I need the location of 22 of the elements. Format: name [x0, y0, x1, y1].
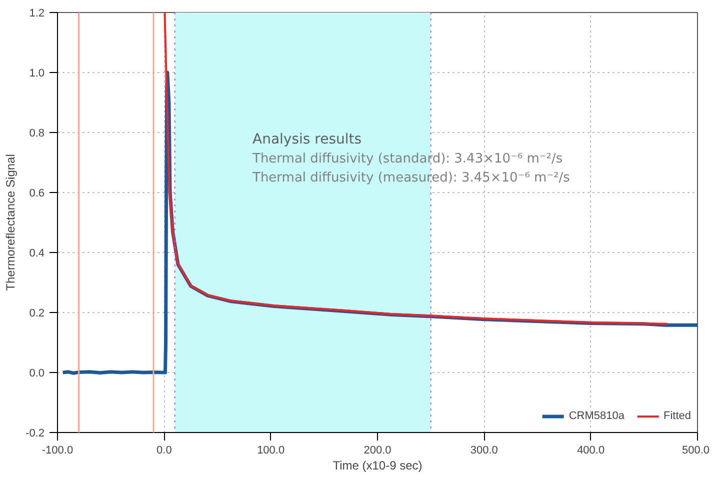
x-tick-label: 500.0	[682, 444, 710, 456]
legend-label: Fitted	[663, 410, 691, 422]
x-tick-label: 400.0	[577, 444, 605, 456]
y-tick-label: 0.4	[29, 248, 45, 260]
y-tick-label: 1.2	[29, 8, 45, 20]
x-axis-title: Time (x10-9 sec)	[332, 458, 422, 472]
y-tick-label: -0.2	[26, 428, 45, 440]
annotation: Thermal diffusivity (standard): 3.43×10⁻⁶ m⁻²/s	[252, 152, 563, 166]
legend-label: CRM5810a	[568, 410, 624, 422]
y-tick-label: 0.0	[29, 368, 45, 380]
x-tick-label: 300.0	[470, 444, 498, 456]
y-tick-label: 0.8	[29, 128, 45, 140]
annotation: Thermal diffusivity (measured): 3.45×10⁻⁶ m⁻²/s	[252, 170, 570, 186]
y-tick-label: 0.2	[29, 308, 45, 320]
x-tick-label: 0.0	[156, 444, 172, 456]
x-tick-label: 100.0	[257, 444, 285, 456]
y-tick-label: 0.6	[29, 188, 45, 200]
annotation: Analysis results	[252, 132, 362, 148]
y-axis-title: Thermoreflectance Signal	[4, 154, 18, 291]
y-tick-label: 1.0	[29, 68, 45, 80]
x-tick-label: -100.0	[42, 444, 74, 456]
x-tick-label: 200.0	[364, 444, 392, 456]
